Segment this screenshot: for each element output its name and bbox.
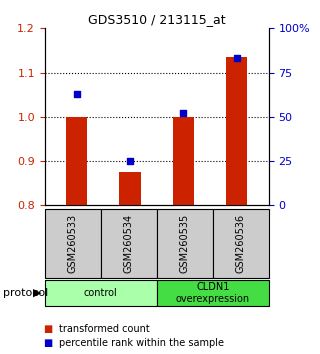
Text: GSM260536: GSM260536 <box>236 214 246 273</box>
Point <box>181 110 186 116</box>
Text: ■: ■ <box>44 338 52 348</box>
Text: protocol: protocol <box>3 288 48 298</box>
Text: control: control <box>84 288 118 298</box>
Point <box>128 158 133 164</box>
Bar <box>226 57 247 205</box>
Bar <box>173 117 194 205</box>
Point <box>234 56 239 61</box>
Title: GDS3510 / 213115_at: GDS3510 / 213115_at <box>88 13 226 26</box>
Bar <box>119 172 141 205</box>
Text: GSM260535: GSM260535 <box>180 214 190 273</box>
Text: ▶: ▶ <box>33 288 41 298</box>
Bar <box>66 117 87 205</box>
Text: ■: ■ <box>44 324 52 333</box>
Text: GSM260533: GSM260533 <box>68 214 78 273</box>
Point <box>74 91 79 97</box>
Text: percentile rank within the sample: percentile rank within the sample <box>59 338 224 348</box>
Text: transformed count: transformed count <box>59 324 150 333</box>
Text: GSM260534: GSM260534 <box>124 214 134 273</box>
Text: CLDN1
overexpression: CLDN1 overexpression <box>176 282 250 304</box>
